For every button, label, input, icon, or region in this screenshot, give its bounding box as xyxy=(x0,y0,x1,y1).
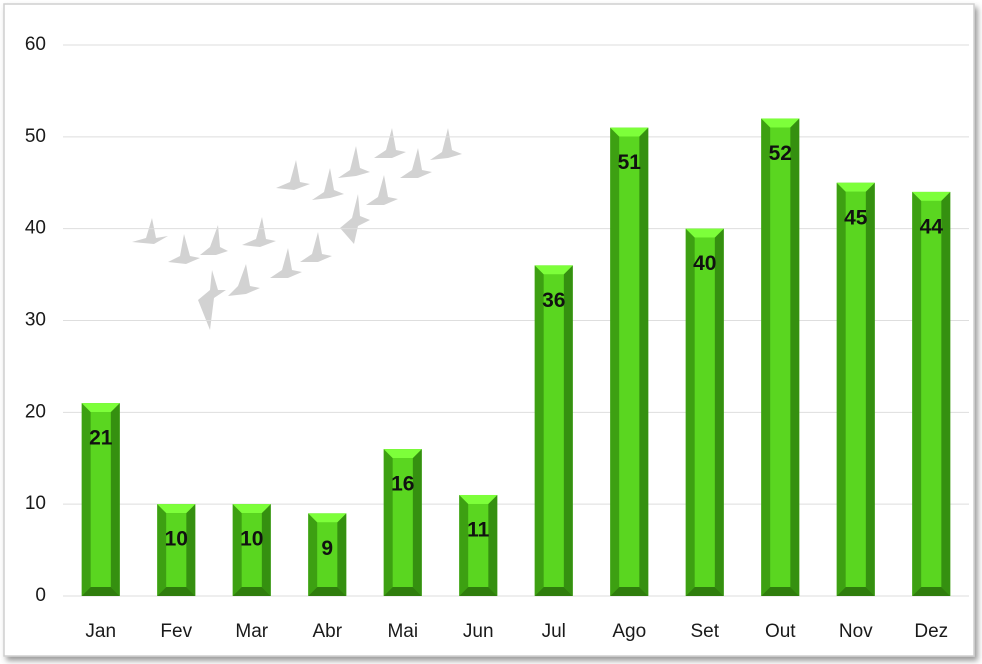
y-tick-label: 30 xyxy=(25,310,46,331)
bar-face xyxy=(544,274,564,587)
bar-bevel-right xyxy=(337,513,346,596)
bar-bevel-right xyxy=(639,128,648,596)
data-label: 40 xyxy=(693,252,716,275)
bar-face xyxy=(846,192,866,587)
data-label: 52 xyxy=(769,142,792,165)
y-tick-label: 50 xyxy=(25,126,46,147)
data-label: 44 xyxy=(920,215,944,238)
bar-bevel-right xyxy=(941,192,950,596)
bar-face xyxy=(770,127,790,587)
x-tick-label: Mar xyxy=(235,621,268,642)
bar-bevel-left xyxy=(761,118,770,596)
data-label: 10 xyxy=(240,528,263,551)
bar-bevel-left xyxy=(535,265,544,596)
bar-face xyxy=(468,504,488,587)
bar-bevel-right xyxy=(866,183,875,596)
x-tick-label: Jun xyxy=(463,621,494,642)
y-tick-label: 20 xyxy=(25,401,46,422)
x-tick-label: Set xyxy=(690,621,719,642)
x-tick-label: Dez xyxy=(914,621,948,642)
data-label: 10 xyxy=(165,528,188,551)
data-label: 36 xyxy=(542,289,565,312)
bar-bevel-left xyxy=(308,513,317,596)
data-label: 21 xyxy=(89,427,113,450)
x-tick-label: Ago xyxy=(612,621,646,642)
data-label: 9 xyxy=(321,537,333,560)
x-tick-label: Jan xyxy=(85,621,116,642)
data-label: 11 xyxy=(467,519,490,542)
bar-bevel-right xyxy=(488,495,497,596)
x-tick-label: Jul xyxy=(542,621,566,642)
bar-bevel-right xyxy=(790,118,799,596)
bar-bevel-left xyxy=(384,449,393,596)
bar-bevel-left xyxy=(686,229,695,596)
data-label: 45 xyxy=(844,206,868,229)
x-tick-label: Abr xyxy=(312,621,342,642)
bar-bevel-right xyxy=(715,229,724,596)
bar-face xyxy=(619,137,639,587)
data-label: 51 xyxy=(618,151,642,174)
y-tick-label: 40 xyxy=(25,218,46,239)
bar-face xyxy=(695,238,715,587)
bar-bevel-left xyxy=(610,128,619,596)
bar-bevel-left xyxy=(837,183,846,596)
bar-bevel-left xyxy=(912,192,921,596)
y-tick-label: 0 xyxy=(35,585,46,606)
bar-bevel-left xyxy=(459,495,468,596)
bar-bevel-right xyxy=(564,265,573,596)
x-tick-label: Nov xyxy=(839,621,873,642)
data-label: 16 xyxy=(391,473,414,496)
bar-face xyxy=(921,201,941,587)
y-tick-label: 10 xyxy=(25,493,46,514)
y-tick-label: 60 xyxy=(25,34,46,55)
x-tick-label: Fev xyxy=(160,621,192,642)
x-tick-label: Mai xyxy=(387,621,418,642)
bar-bevel-right xyxy=(413,449,422,596)
chart: 0 10 20 30 40 50 60 Jan 21 Fev 10 Mar 10 Abr 9 Mai 16 Jun… xyxy=(0,0,982,664)
x-tick-label: Out xyxy=(765,621,796,642)
